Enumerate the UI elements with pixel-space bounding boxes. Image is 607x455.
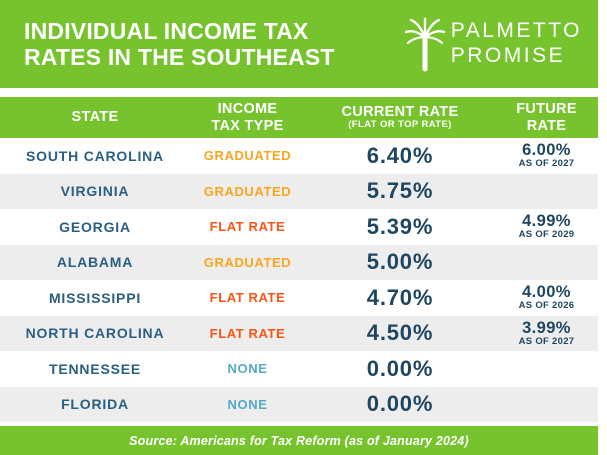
page-title-line2: RATES IN THE SOUTHEAST [24, 44, 335, 70]
current-rate-value: 5.75% [366, 178, 434, 204]
future-rate-note: AS OF 2026 [518, 300, 575, 312]
tax-type-label: GRADUATED [203, 254, 292, 270]
state-name: MISSISSIPPI [48, 289, 142, 306]
column-header-state: STATE [71, 109, 119, 126]
future-rate-cell: 6.00% AS OF 2027 [495, 138, 598, 174]
current-rate-value: 5.00% [366, 249, 434, 275]
state-name: FLORIDA [61, 396, 129, 413]
current-rate-value: 6.40% [366, 142, 434, 168]
future-rate-value: 3.99% [522, 318, 571, 337]
page-title-line1: INDIVIDUAL INCOME TAX [24, 17, 309, 44]
future-rate-value: 4.99% [522, 212, 571, 231]
future-rate-value: 4.00% [522, 283, 571, 302]
table-row-north-carolina: NORTH CAROLINA FLAT RATE 4.50% 3.99% AS … [0, 315, 598, 352]
future-rate-note: AS OF 2027 [518, 158, 575, 170]
column-header-current-rate: CURRENT RATE (FLAT OR TOP RATE) [305, 104, 495, 131]
table-body: SOUTH CAROLINA GRADUATED 6.40% 6.00% AS … [0, 138, 598, 422]
table-header: STATE INCOME TAX TYPE CURRENT RATE (FLAT… [0, 97, 598, 138]
current-rate-value: 0.00% [366, 355, 434, 381]
table-row-tennessee: TENNESSEE NONE 0.00% [0, 351, 598, 387]
future-rate-cell [495, 387, 598, 423]
logo-line2: PROMISE [450, 44, 566, 67]
tax-type-label: NONE [227, 361, 268, 377]
source-text: Source: Americans for Tax Reform (as of … [129, 433, 469, 448]
tax-type-label: NONE [227, 396, 268, 412]
tax-type-label: FLAT RATE [209, 325, 286, 341]
table-row-florida: FLORIDA NONE 0.00% [0, 386, 598, 423]
header-table-divider [0, 88, 598, 97]
table-row-south-carolina: SOUTH CAROLINA GRADUATED 6.40% 6.00% AS … [0, 138, 598, 174]
future-rate-cell: 3.99% AS OF 2027 [495, 316, 598, 352]
future-rate-cell [495, 351, 598, 387]
future-rate-cell [495, 245, 598, 281]
future-rate-note: AS OF 2029 [518, 229, 575, 241]
table-row-georgia: GEORGIA FLAT RATE 5.39% 4.99% AS OF 2029 [0, 209, 598, 245]
table-row-mississippi: MISSISSIPPI FLAT RATE 4.70% 4.00% AS OF … [0, 280, 598, 316]
column-header-future-rate: FUTURE RATE [516, 101, 577, 134]
state-name: ALABAMA [56, 254, 134, 271]
future-rate-cell: 4.00% AS OF 2026 [495, 280, 598, 316]
column-header-tax-type: INCOME TAX TYPE [211, 101, 284, 134]
state-name: SOUTH CAROLINA [26, 147, 164, 164]
column-subheader-current-rate: (FLAT OR TOP RATE) [348, 119, 452, 131]
logo-wordmark: PALMETTO PROMISE [451, 19, 582, 69]
table-footer-divider [0, 422, 598, 426]
tax-type-label: FLAT RATE [209, 290, 286, 306]
source-footer: Source: Americans for Tax Reform (as of … [0, 426, 598, 455]
current-rate-value: 5.39% [366, 213, 434, 239]
current-rate-value: 0.00% [366, 391, 434, 417]
tax-type-label: FLAT RATE [209, 219, 286, 235]
page-header: INDIVIDUAL INCOME TAX RATES IN THE SOUTH… [0, 0, 598, 88]
future-rate-value: 6.00% [522, 141, 571, 160]
state-name: GEORGIA [59, 218, 131, 235]
state-name: VIRGINIA [60, 183, 130, 200]
tax-type-label: GRADUATED [203, 183, 292, 199]
palm-tree-icon [404, 17, 445, 72]
current-rate-value: 4.70% [366, 284, 434, 310]
table-row-alabama: ALABAMA GRADUATED 5.00% [0, 244, 598, 281]
logo-line1: PALMETTO [450, 19, 582, 43]
future-rate-cell: 4.99% AS OF 2029 [495, 209, 598, 245]
state-name: TENNESSEE [49, 360, 141, 377]
palmetto-promise-logo: PALMETTO PROMISE [403, 15, 582, 73]
current-rate-value: 4.50% [366, 320, 434, 346]
table-row-virginia: VIRGINIA GRADUATED 5.75% [0, 173, 598, 210]
page-title: INDIVIDUAL INCOME TAX RATES IN THE SOUTH… [24, 18, 335, 70]
future-rate-cell [495, 174, 598, 210]
state-name: NORTH CAROLINA [25, 325, 165, 342]
tax-type-label: GRADUATED [203, 148, 292, 164]
future-rate-note: AS OF 2027 [518, 335, 575, 347]
